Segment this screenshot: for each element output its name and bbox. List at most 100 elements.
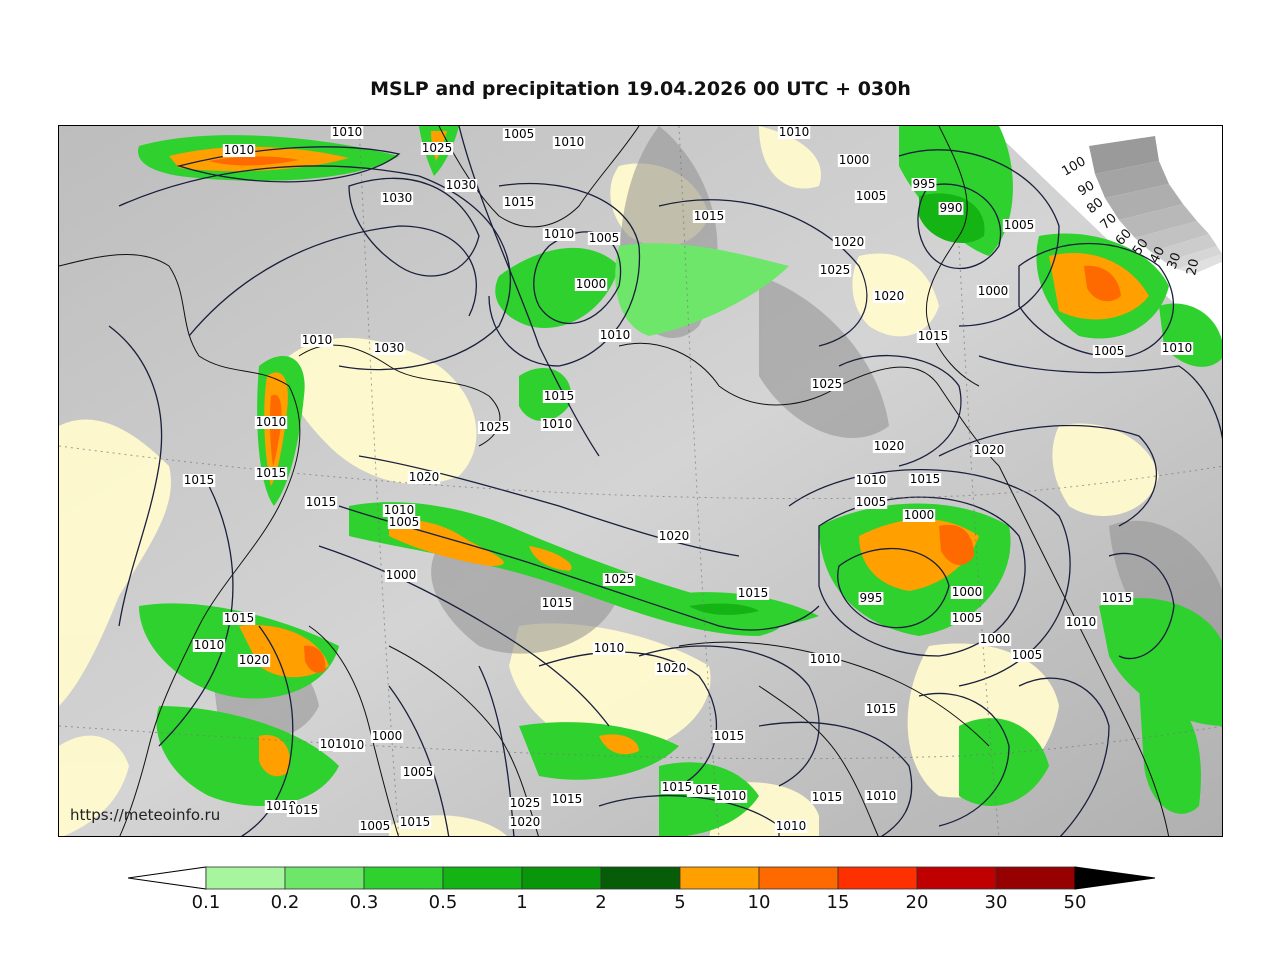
colorbar-min-arrow	[128, 866, 207, 890]
isobar-label-text: 1015	[866, 702, 897, 716]
isobar-label-text: 1015	[224, 611, 255, 625]
cloud-cover-legend: 100 90 80 70 60 50 40 30 20	[1060, 136, 1222, 277]
isobar-label-text: 1025	[510, 796, 541, 810]
isobar-label-text: 1020	[874, 439, 905, 453]
isobar-label-text: 1000	[952, 585, 983, 599]
isobar-label: 1005	[401, 765, 435, 779]
isobar-label: 1025	[477, 420, 511, 434]
isobar-label-text: 1030	[382, 191, 413, 205]
isobar-label: 1015	[502, 195, 536, 209]
isobar-label-text: 1010	[224, 143, 255, 157]
isobar-label: 1000	[370, 729, 404, 743]
isobar-label: 1020	[872, 439, 906, 453]
isobar-label: 1005	[502, 127, 536, 141]
isobar-label-text: 1010	[600, 328, 631, 342]
isobar-label: 1015	[908, 472, 942, 486]
isobars	[108, 126, 1222, 836]
isobar-label-text: 1000	[576, 277, 607, 291]
isobar-label: 1005	[587, 231, 621, 245]
isobar-label-text: 1015	[738, 586, 769, 600]
isobar-label: 1000	[976, 284, 1010, 298]
isobar-label: 1025	[508, 796, 542, 810]
isobar-label: 990	[938, 201, 964, 215]
isobar-label-text: 1020	[659, 529, 690, 543]
isobar-label: 1000	[950, 585, 984, 599]
colorbar-label: 0.5	[428, 892, 458, 913]
colorbar-segment	[600, 866, 681, 890]
isobar-label-text: 1010	[554, 135, 585, 149]
isobar-label-text: 1015	[552, 792, 583, 806]
map-panel: 100 90 80 70 60 50 40 30 20	[58, 125, 1223, 837]
isobar-label: 1020	[508, 815, 542, 829]
isobar-label: 1020	[237, 653, 271, 667]
isobar-label: 1000	[837, 153, 871, 167]
colorbar-label: 0.3	[349, 892, 379, 913]
isobar-label: 1015	[686, 783, 720, 797]
isobar-label-text: 1000	[904, 508, 935, 522]
isobar-label-text: 1010	[332, 126, 363, 139]
isobar-label-text: 1005	[952, 611, 983, 625]
isobar-label: 1005	[1010, 648, 1044, 662]
colorbar-segment	[679, 866, 760, 890]
isobar-label: 1010	[777, 126, 811, 139]
map-canvas: 100 90 80 70 60 50 40 30 20	[59, 126, 1222, 836]
cloud-legend-label: 20	[1184, 258, 1202, 277]
isobar-label: 1010	[540, 417, 574, 431]
colorbar-segment	[205, 866, 286, 890]
isobar-label: 1015	[286, 803, 320, 817]
isobar-label-text: 1010	[384, 503, 415, 517]
isobar-label-text: 1015	[184, 473, 215, 487]
isobar-label-text: 1025	[820, 263, 851, 277]
isobar-label-text: 1020	[974, 443, 1005, 457]
isobar-label: 1005	[1002, 218, 1036, 232]
isobar-label: 1015	[810, 790, 844, 804]
colorbar-segment	[521, 866, 602, 890]
isobar-label-text: 1000	[839, 153, 870, 167]
isobar-label: 1030	[444, 178, 478, 192]
isobar-label: 1020	[872, 289, 906, 303]
colorbar-segment	[837, 866, 918, 890]
isobar-label: 1010	[598, 328, 632, 342]
isobar-label: 1015	[304, 495, 338, 509]
isobar-label: 1010	[300, 333, 334, 347]
isobar-label: 1000	[574, 277, 608, 291]
isobar-label-text: 1010	[1066, 615, 1097, 629]
isobar-label-text: 1025	[422, 141, 453, 155]
isobar-label-text: 1010	[866, 789, 897, 803]
isobar-label: 1015	[222, 611, 256, 625]
isobar-label-text: 1015	[306, 495, 337, 509]
isobar-label-text: 1005	[403, 765, 434, 779]
graticule	[59, 126, 1222, 836]
isobar-label: 1000	[384, 568, 418, 582]
colorbar-label: 30	[984, 892, 1008, 913]
isobar-label: 995	[911, 177, 937, 191]
isobar-label: 1015	[692, 209, 726, 223]
isobar-label: 1010	[330, 126, 364, 139]
colorbar-label: 0.1	[191, 892, 221, 913]
colorbar-label: 5	[674, 892, 686, 913]
isobar-label: 1010	[318, 737, 352, 751]
watermark: https://meteoinfo.ru	[70, 806, 221, 824]
isobar-label: 1010	[1160, 341, 1194, 355]
isobar-label: 1020	[407, 470, 441, 484]
isobar-label-text: 1010	[810, 652, 841, 666]
isobar-label-text: 1020	[510, 815, 541, 829]
isobar-label-text: 1000	[372, 729, 403, 743]
isobar-label-text: 995	[913, 177, 936, 191]
isobar-label-text: 1015	[694, 209, 725, 223]
isobar-label: 1010	[254, 415, 288, 429]
isobar-label: 1005	[854, 189, 888, 203]
isobar-label: 1005	[1092, 344, 1126, 358]
isobar-label-text: 990	[940, 201, 963, 215]
colorbar-label: 50	[1063, 892, 1087, 913]
colorbar-segment	[758, 866, 839, 890]
isobar-label-text: 1025	[479, 420, 510, 434]
isobar-label: 1010	[542, 227, 576, 241]
isobar-label: 1020	[654, 661, 688, 675]
isobar-label: 1025	[810, 377, 844, 391]
isobar-label: 1010	[714, 789, 748, 803]
isobar-label-text: 1005	[389, 515, 420, 529]
isobar-label: 1015	[398, 815, 432, 829]
isobar-label: 1015	[712, 729, 746, 743]
